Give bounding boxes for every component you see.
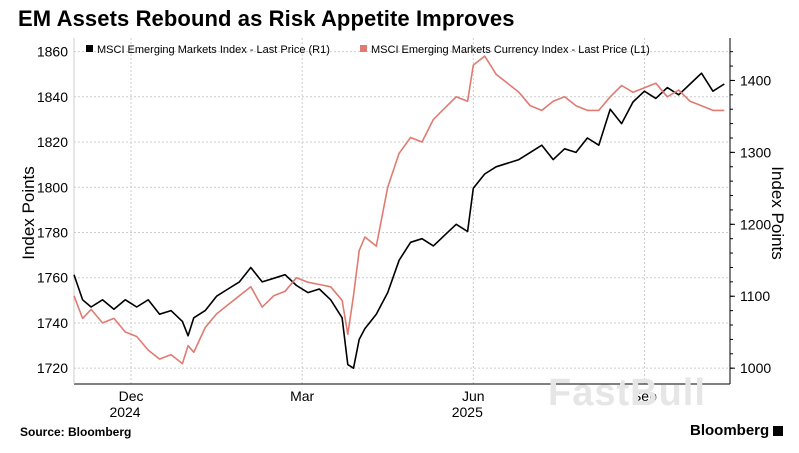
brand-name: Bloomberg	[690, 422, 770, 439]
y-right-tick-label: 1100	[740, 288, 770, 304]
legend-entry: MSCI Emerging Markets Currency Index - L…	[371, 44, 650, 56]
x-tick-year-label: 2025	[452, 404, 483, 420]
y-left-tick-label: 1760	[37, 270, 68, 286]
legend-swatch	[86, 45, 93, 52]
brand-square-icon	[773, 426, 783, 436]
y-left-tick-label: 1740	[37, 315, 68, 331]
source-note: Source: Bloomberg	[20, 425, 132, 439]
x-tick-year-label: 2024	[109, 404, 140, 420]
y-right-tick-label: 1400	[740, 72, 771, 88]
y-left-tick-label: 1820	[37, 134, 68, 150]
y-right-tick-label: 1200	[740, 216, 771, 232]
legend-entry: MSCI Emerging Markets Index - Last Price…	[97, 44, 330, 56]
y-right-axis-label: Index Points	[768, 166, 787, 260]
x-tick-label: Jun	[462, 388, 485, 404]
y-right-tick-label: 1300	[740, 144, 771, 160]
y-right-tick-label: 1000	[740, 360, 771, 376]
y-left-tick-label: 1800	[37, 179, 68, 195]
y-left-axis-label: Index Points	[19, 166, 38, 260]
watermark-logo: FastBull	[548, 372, 706, 414]
x-tick-label: Mar	[290, 388, 314, 404]
x-tick-label: Dec	[119, 388, 144, 404]
series-line-em-currency	[73, 55, 725, 365]
series-line-em-index	[73, 72, 725, 370]
x-tick-label: Sep	[632, 388, 657, 404]
y-left-tick-label: 1780	[37, 224, 68, 240]
legend-swatch	[360, 45, 367, 52]
y-left-tick-label: 1720	[37, 360, 68, 376]
y-left-tick-label: 1840	[37, 89, 68, 105]
chart-title: EM Assets Rebound as Risk Appetite Impro…	[18, 6, 515, 31]
y-left-tick-label: 1860	[37, 44, 68, 60]
